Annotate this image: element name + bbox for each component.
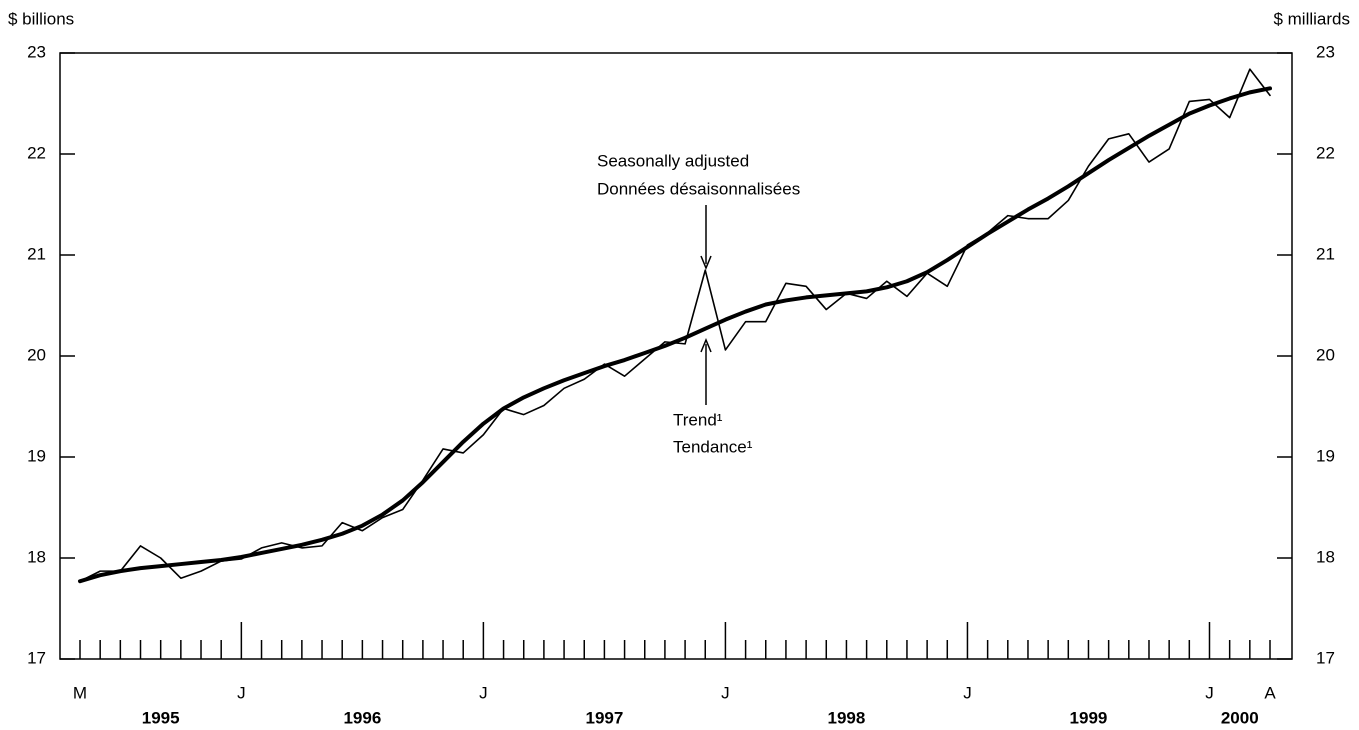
x-tick-label: J <box>963 683 972 702</box>
year-label: 1999 <box>1070 708 1108 727</box>
y-tick-label: 21 <box>27 244 46 263</box>
year-label: 2000 <box>1221 708 1259 727</box>
y-tick-label: 20 <box>27 345 46 364</box>
y2-tick-label: 17 <box>1316 648 1335 667</box>
x-tick-label: J <box>479 683 488 702</box>
plot-frame <box>59 52 1293 660</box>
y2-tick-label: 18 <box>1316 547 1335 566</box>
x-tick-label: A <box>1264 683 1276 702</box>
y2-tick-label: 22 <box>1316 143 1335 162</box>
year-label: 1996 <box>343 708 381 727</box>
year-label: 1997 <box>585 708 623 727</box>
x-tick-label: J <box>721 683 730 702</box>
y-tick-label: 23 <box>27 42 46 61</box>
series-line <box>79 68 1271 583</box>
series-line <box>78 86 1272 584</box>
y-axis-label: $ billions <box>8 9 74 28</box>
x-tick-label: J <box>1205 683 1214 702</box>
y2-tick-label: 19 <box>1316 446 1335 465</box>
x-tick-label: J <box>237 683 246 702</box>
y-tick-label: 19 <box>27 446 46 465</box>
annotation-arrow <box>700 205 712 270</box>
y2-tick-label: 20 <box>1316 345 1335 364</box>
y2-tick-label: 21 <box>1316 244 1335 263</box>
y2-axis-label: $ milliards <box>1273 9 1350 28</box>
annotation: Tendance¹ <box>673 437 753 456</box>
y-tick-label: 18 <box>27 547 46 566</box>
y2-tick-label: 23 <box>1316 42 1335 61</box>
year-label: 1998 <box>828 708 866 727</box>
annotation: Seasonally adjusted <box>597 151 749 170</box>
annotation-arrow <box>700 338 712 405</box>
annotation: Données désaisonnalisées <box>597 179 800 198</box>
x-tick-label: M <box>73 683 87 702</box>
y-tick-label: 22 <box>27 143 46 162</box>
y-tick-label: 17 <box>27 648 46 667</box>
annotation: Trend¹ <box>673 410 723 429</box>
year-label: 1995 <box>142 708 180 727</box>
